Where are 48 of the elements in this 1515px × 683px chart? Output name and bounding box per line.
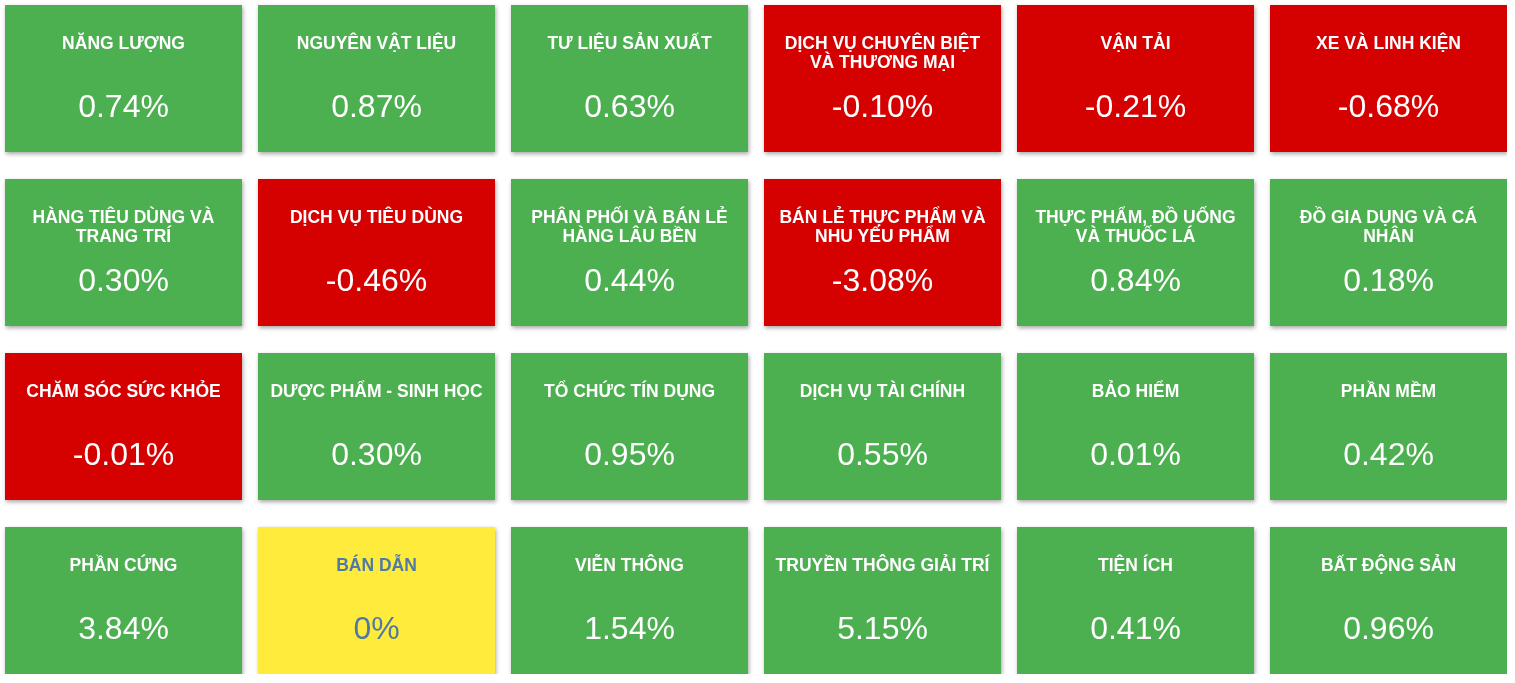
category-label: DƯỢC PHẨM - SINH HỌC <box>270 379 483 401</box>
category-label: NĂNG LƯỢNG <box>62 31 185 53</box>
data-label: 1.54% <box>584 610 675 646</box>
data-label: -0.68% <box>1337 88 1440 124</box>
category-label: BÁN LẺ THỰC PHẨM VÀ NHU YẾU PHẨM <box>779 205 986 246</box>
data-label: 0.01% <box>1090 436 1181 472</box>
data-label: 0.63% <box>584 88 675 124</box>
data-label: 0.44% <box>584 262 675 298</box>
category-label: VẬN TẢI <box>1100 31 1171 53</box>
category-label: TƯ LIỆU SẢN XUẤT <box>547 31 712 53</box>
data-label: -0.46% <box>325 262 428 298</box>
category-label: BÁN DẪN <box>336 553 417 575</box>
category-label: TIỆN ÍCH <box>1098 553 1173 575</box>
data-label: 0.41% <box>1090 610 1181 646</box>
data-label: -0.10% <box>831 88 934 124</box>
data-label: -0.21% <box>1084 88 1187 124</box>
category-label: HÀNG TIÊU DÙNG VÀ TRANG TRÍ <box>32 205 215 246</box>
category-label: ĐỒ GIA DỤNG VÀ CÁ NHÂN <box>1299 205 1478 246</box>
data-label: 0.74% <box>78 88 169 124</box>
data-label: 0.55% <box>837 436 928 472</box>
category-label: PHẦN CỨNG <box>69 553 178 575</box>
data-label: 0.30% <box>78 262 169 298</box>
category-label: PHÂN PHỐI VÀ BÁN LẺ HÀNG LÂU BỀN <box>531 205 728 246</box>
data-label: 0.87% <box>331 88 422 124</box>
data-label: 5.15% <box>837 610 928 646</box>
category-label: TRUYỀN THÔNG GIẢI TRÍ <box>775 553 991 575</box>
data-label: 0% <box>353 610 400 646</box>
category-label: CHĂM SÓC SỨC KHỎE <box>26 379 221 401</box>
category-label: XE VÀ LINH KIỆN <box>1316 31 1461 53</box>
data-label: -3.08% <box>831 262 934 298</box>
data-label: 0.95% <box>584 436 675 472</box>
data-label: -0.01% <box>72 436 175 472</box>
category-label: DỊCH VỤ CHUYÊN BIỆT VÀ THƯƠNG MẠI <box>784 31 981 72</box>
data-label: 0.96% <box>1343 610 1434 646</box>
category-label: NGUYÊN VẬT LIỆU <box>296 31 457 53</box>
category-label: TỔ CHỨC TÍN DỤNG <box>543 379 716 401</box>
data-label: 3.84% <box>78 610 169 646</box>
data-label: 0.30% <box>331 436 422 472</box>
data-label: 0.84% <box>1090 262 1181 298</box>
data-label: 0.18% <box>1343 262 1434 298</box>
category-label: BẢO HIỂM <box>1091 379 1180 401</box>
category-label: BẤT ĐỘNG SẢN <box>1320 553 1457 575</box>
data-label: 0.42% <box>1343 436 1434 472</box>
category-label: PHẦN MỀM <box>1340 379 1437 401</box>
category-label: DỊCH VỤ TÀI CHÍNH <box>799 379 966 401</box>
category-label: VIỄN THÔNG <box>575 553 684 575</box>
category-label: DỊCH VỤ TIÊU DÙNG <box>289 205 464 227</box>
category-label: THỰC PHẨM, ĐỒ UỐNG VÀ THUỐC LÁ <box>1035 205 1236 246</box>
